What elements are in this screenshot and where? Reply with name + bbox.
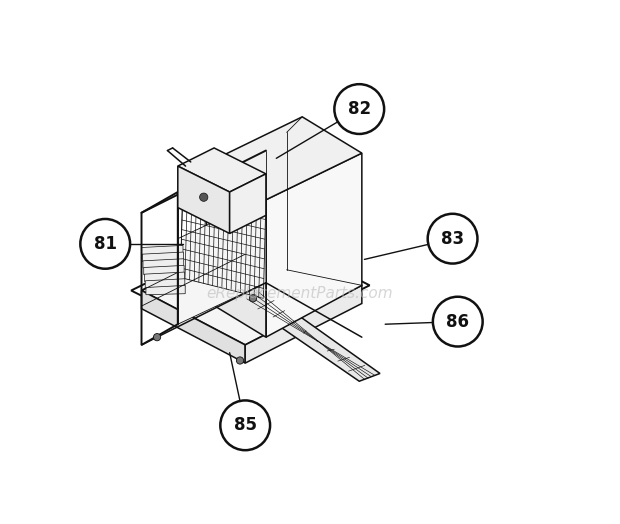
Polygon shape <box>206 163 266 337</box>
Text: eReplacementParts.com: eReplacementParts.com <box>206 286 393 301</box>
Circle shape <box>334 84 384 134</box>
Text: 81: 81 <box>94 235 117 253</box>
Circle shape <box>249 294 257 302</box>
Polygon shape <box>144 272 185 281</box>
Polygon shape <box>143 259 184 268</box>
Text: 86: 86 <box>446 313 469 331</box>
Polygon shape <box>242 290 380 381</box>
Circle shape <box>200 193 208 201</box>
Polygon shape <box>141 290 245 363</box>
Circle shape <box>236 357 244 364</box>
Polygon shape <box>142 252 184 261</box>
Polygon shape <box>141 231 362 345</box>
Polygon shape <box>141 245 183 255</box>
Polygon shape <box>266 153 362 337</box>
Polygon shape <box>229 174 266 234</box>
Polygon shape <box>178 148 266 192</box>
Polygon shape <box>206 117 362 200</box>
Polygon shape <box>178 166 229 234</box>
Text: 82: 82 <box>348 100 371 118</box>
Circle shape <box>433 297 482 346</box>
Text: 83: 83 <box>441 230 464 248</box>
Circle shape <box>220 400 270 450</box>
Polygon shape <box>146 286 185 294</box>
Text: 85: 85 <box>234 416 257 434</box>
Polygon shape <box>144 266 184 275</box>
Circle shape <box>153 334 161 341</box>
Polygon shape <box>145 279 185 288</box>
Polygon shape <box>178 197 266 324</box>
Circle shape <box>428 214 477 264</box>
Circle shape <box>81 219 130 269</box>
Polygon shape <box>245 286 362 363</box>
